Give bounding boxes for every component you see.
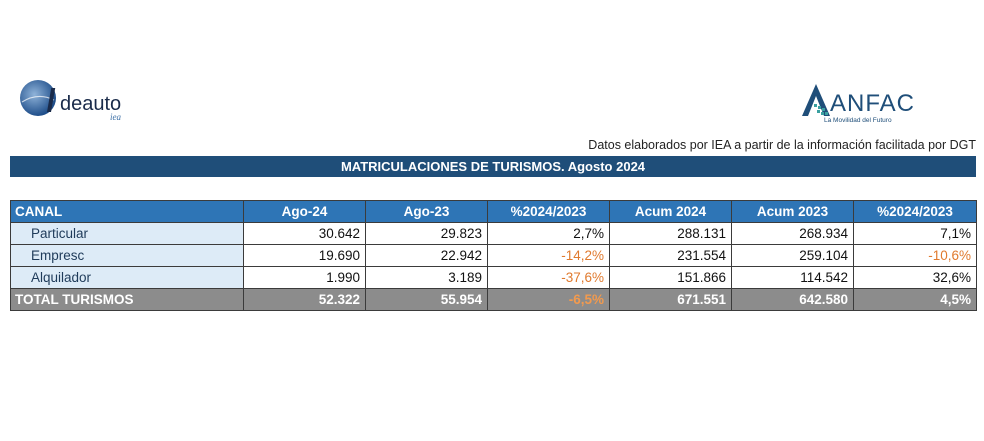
anfac-logo-text: ANFAC	[830, 90, 915, 117]
cell-pct-month: 2,7%	[487, 222, 610, 245]
row-canal-empresa: Empresc	[10, 244, 244, 267]
source-note: Datos elaborados por IEA a partir de la …	[588, 138, 976, 152]
cell-pct-acum: -10,6%	[853, 244, 977, 267]
row-canal-alquilador: Alquilador	[10, 266, 244, 289]
report-title-bar: MATRICULACIONES DE TURISMOS. Agosto 2024	[10, 156, 976, 177]
table-row: Alquilador 1.990 3.189 -37,6% 151.866 11…	[10, 266, 977, 289]
total-acum2024: 671.551	[609, 288, 732, 311]
cell-acum2023: 114.542	[731, 266, 854, 289]
cell-acum2023: 268.934	[731, 222, 854, 245]
table-header-row: CANAL Ago-24 Ago-23 %2024/2023 Acum 2024…	[10, 200, 977, 223]
ideauto-logo-text: deauto	[60, 93, 121, 115]
cell-ago24: 19.690	[243, 244, 366, 267]
header-acum2024: Acum 2024	[609, 200, 732, 223]
cell-pct-month: -37,6%	[487, 266, 610, 289]
registrations-table: CANAL Ago-24 Ago-23 %2024/2023 Acum 2024…	[10, 200, 977, 311]
cell-acum2024: 231.554	[609, 244, 732, 267]
table-row: Empresc 19.690 22.942 -14,2% 231.554 259…	[10, 244, 977, 267]
cell-ago23: 29.823	[365, 222, 488, 245]
total-pct-acum: 4,5%	[853, 288, 977, 311]
header-pct-acum: %2024/2023	[853, 200, 977, 223]
cell-ago24: 1.990	[243, 266, 366, 289]
header-ago23: Ago-23	[365, 200, 488, 223]
cell-pct-month: -14,2%	[487, 244, 610, 267]
total-ago24: 52.322	[243, 288, 366, 311]
table-total-row: TOTAL TURISMOS 52.322 55.954 -6,5% 671.5…	[10, 288, 977, 311]
report-title: MATRICULACIONES DE TURISMOS. Agosto 2024	[340, 159, 646, 174]
anfac-logo: ANFAC La Movilidad del Futuro	[802, 84, 915, 124]
table-row: Particular 30.642 29.823 2,7% 288.131 26…	[10, 222, 977, 245]
cell-pct-acum: 32,6%	[853, 266, 977, 289]
header-acum2023: Acum 2023	[731, 200, 854, 223]
cell-acum2024: 288.131	[609, 222, 732, 245]
cell-acum2023: 259.104	[731, 244, 854, 267]
ideauto-logo-sub: iea	[110, 112, 121, 122]
cell-ago24: 30.642	[243, 222, 366, 245]
header-canal: CANAL	[10, 200, 244, 223]
cell-ago23: 22.942	[365, 244, 488, 267]
header-pct-month: %2024/2023	[487, 200, 610, 223]
cell-ago23: 3.189	[365, 266, 488, 289]
total-acum2023: 642.580	[731, 288, 854, 311]
header-ago24: Ago-24	[243, 200, 366, 223]
cell-acum2024: 151.866	[609, 266, 732, 289]
total-label: TOTAL TURISMOS	[10, 288, 244, 311]
ideauto-logo: deauto iea	[20, 80, 121, 122]
anfac-logo-tagline: La Movilidad del Futuro	[824, 117, 892, 124]
total-ago23: 55.954	[365, 288, 488, 311]
total-pct-month: -6,5%	[487, 288, 610, 311]
row-canal-particular: Particular	[10, 222, 244, 245]
cell-pct-acum: 7,1%	[853, 222, 977, 245]
